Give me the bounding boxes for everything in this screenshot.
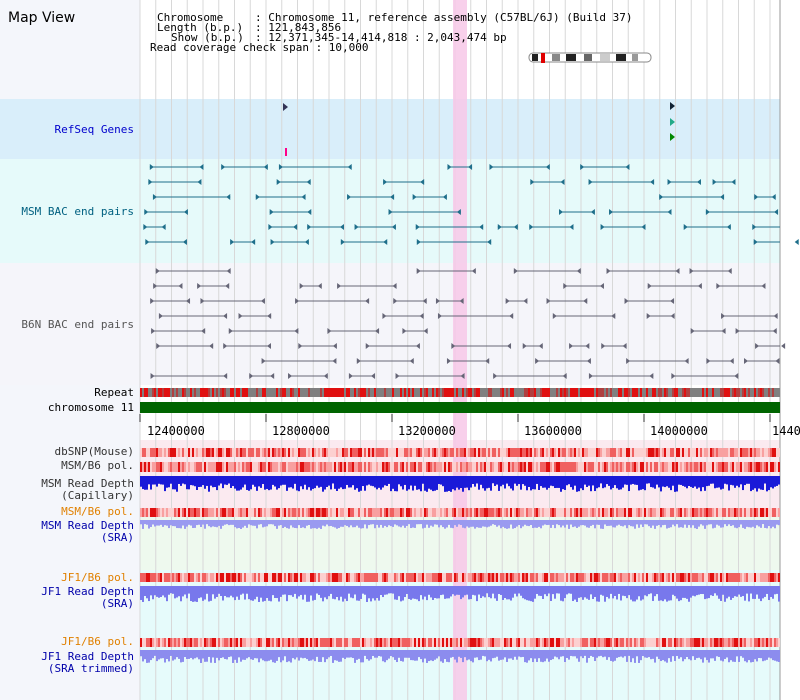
track-label-msm-b6-pol-2[interactable]: MSM/B6 pol. bbox=[61, 505, 134, 518]
msm-depth-capillary-track bbox=[140, 476, 780, 492]
track-label-msm-bac[interactable]: MSM BAC end pairs bbox=[21, 205, 134, 218]
track-label-msm-depth-sra[interactable]: MSM Read Depth bbox=[41, 519, 134, 532]
jf1-b6-pol-track-2 bbox=[140, 638, 780, 647]
axis-tick-label: 12400000 bbox=[147, 424, 205, 438]
chromosome-value: : Chromosome 11, reference assembly (C57… bbox=[255, 11, 633, 24]
track-label-chromosome: chromosome 11 bbox=[47, 401, 134, 414]
track-label-jf1-depth-sra-sub: (SRA) bbox=[100, 597, 134, 610]
chromosome-bar bbox=[140, 402, 780, 413]
track-label-b6n-bac[interactable]: B6N BAC end pairs bbox=[21, 318, 134, 331]
track-label-jf1-b6-pol-2[interactable]: JF1/B6 pol. bbox=[61, 635, 134, 648]
track-label-dbsnp[interactable]: dbSNP(Mouse) bbox=[54, 445, 134, 458]
coverage-span: Read coverage check span : 10,000 bbox=[150, 41, 369, 54]
track-label-jf1-b6-pol-1[interactable]: JF1/B6 pol. bbox=[61, 571, 134, 584]
track-label-refseq[interactable]: RefSeq Genes bbox=[54, 123, 134, 136]
repeat-track bbox=[140, 388, 780, 397]
length-value: : 121,843,856 bbox=[255, 21, 342, 34]
jf1-depth-trimmed-track bbox=[140, 650, 780, 663]
msm-depth-sra-track bbox=[140, 520, 780, 529]
track-features bbox=[139, 102, 799, 663]
b6n-bac-band bbox=[0, 263, 780, 385]
show-value: : 12,371,345-14,414,818 : 2,043,474 bp bbox=[255, 31, 507, 44]
msm-bac-pairs bbox=[143, 164, 799, 245]
track-label-jf1-depth-sra[interactable]: JF1 Read Depth bbox=[41, 585, 134, 598]
refseq-gene-markers bbox=[283, 102, 675, 156]
track-label-jf1-depth-trimmed[interactable]: JF1 Read Depth bbox=[41, 650, 134, 663]
axis-tick-label: 1440 bbox=[772, 424, 800, 438]
track-label-msm-depth-capillary-sub: (Capillary) bbox=[61, 489, 134, 502]
refseq-band bbox=[0, 99, 780, 159]
axis-tick-label: 14000000 bbox=[650, 424, 708, 438]
jf1-b6-pol-track-1 bbox=[140, 573, 780, 582]
track-label-msm-depth-capillary[interactable]: MSM Read Depth bbox=[41, 477, 134, 490]
axis-tick-label: 12800000 bbox=[272, 424, 330, 438]
track-label-repeat: Repeat bbox=[94, 386, 134, 399]
view-title: Map View bbox=[8, 10, 76, 26]
dbsnp-track bbox=[140, 448, 780, 457]
track-label-jf1-depth-trimmed-sub: (SRA trimmed) bbox=[47, 662, 134, 675]
show-key: Show (b.p.) bbox=[171, 31, 244, 44]
axis-tick-label: 13200000 bbox=[398, 424, 456, 438]
jf1-depth-sra-track bbox=[140, 586, 780, 602]
axis-tick-label: 13600000 bbox=[524, 424, 582, 438]
length-key: Length (b.p.) bbox=[157, 21, 244, 34]
track-label-msm-depth-sra-sub: (SRA) bbox=[100, 531, 134, 544]
chromosome-key: Chromosome bbox=[157, 11, 224, 24]
track-label-msm-b6-pol-1[interactable]: MSM/B6 pol. bbox=[61, 459, 134, 472]
msm-b6-pol-track-1 bbox=[140, 462, 780, 472]
chromosome-ideogram[interactable] bbox=[528, 52, 652, 64]
msm-b6-pol-track-2 bbox=[140, 508, 780, 517]
b6n-bac-pairs bbox=[150, 268, 786, 379]
axis-ticks bbox=[139, 414, 771, 422]
